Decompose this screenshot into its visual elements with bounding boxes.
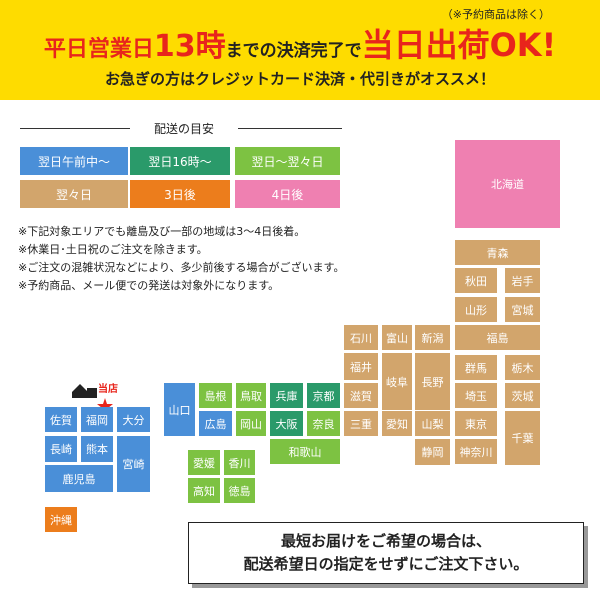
region: 宮城: [505, 297, 540, 322]
region: 北海道: [455, 140, 560, 228]
region: 群馬: [455, 355, 497, 380]
header-phrase: 当日出荷OK!: [361, 26, 557, 64]
region: 茨城: [505, 383, 540, 408]
region: 奈良: [307, 411, 340, 436]
note: ※休業日･土日祝のご注文を除きます。: [18, 243, 208, 256]
header-band: [0, 0, 600, 100]
region: 熊本: [81, 436, 113, 462]
region: 山口: [164, 383, 195, 436]
region: 富山: [382, 325, 412, 350]
region: 新潟: [415, 325, 450, 350]
region: 大分: [117, 407, 150, 432]
region: 愛媛: [188, 450, 220, 475]
note: ※ご注文の混雑状況などにより、多少前後する場合がございます。: [18, 261, 345, 274]
region: 東京: [455, 411, 497, 436]
region: 千葉: [505, 411, 540, 465]
legend-item: 翌々日: [20, 180, 128, 208]
header-phrase: 13時: [153, 29, 226, 64]
region: 滋賀: [344, 383, 378, 408]
region: 大阪: [270, 411, 303, 436]
shop-icon: [72, 384, 113, 414]
region: 愛知: [382, 411, 412, 436]
region: 岐阜: [382, 353, 412, 410]
region: 山梨: [415, 411, 450, 436]
rule: [238, 128, 342, 129]
region: 福井: [344, 353, 378, 380]
header-phrase: までの決済完了で: [225, 41, 362, 61]
region: 埼玉: [455, 383, 497, 408]
region: 佐賀: [45, 407, 77, 432]
shop-label: 当店: [98, 384, 118, 395]
region: 和歌山: [270, 439, 340, 464]
legend-item: 翌日〜翌々日: [235, 147, 340, 175]
region: 鹿児島: [45, 465, 113, 492]
region: 沖縄: [45, 507, 77, 532]
region: 神奈川: [455, 439, 497, 464]
region: 広島: [199, 411, 232, 436]
header-line2: お急ぎの方はクレジットカード決済・代引きがオススメ！: [104, 70, 495, 88]
rule: [20, 128, 130, 129]
note: ※下記対象エリアでも離島及び一部の地域は3〜4日後着。: [18, 225, 306, 238]
legend-item: 翌日午前中〜: [20, 147, 128, 175]
region: 岡山: [236, 411, 266, 436]
region: 三重: [344, 411, 378, 436]
region: 宮崎: [117, 436, 150, 492]
region: 鳥取: [236, 383, 266, 408]
region: 静岡: [415, 439, 450, 465]
note: ※予約商品、メール便での発送は対象外になります。: [18, 279, 280, 292]
region: 徳島: [224, 478, 255, 503]
region: 栃木: [505, 355, 540, 380]
legend-title: 配送の目安: [153, 122, 214, 136]
header-line1: 平日営業日 13時 までの決済完了で 当日出荷OK!: [0, 20, 600, 66]
region: 岩手: [505, 268, 540, 293]
region: 兵庫: [270, 383, 303, 408]
region: 香川: [224, 450, 255, 475]
legend-item: 3日後: [130, 180, 230, 208]
region: 高知: [188, 478, 220, 503]
region: 島根: [199, 383, 232, 408]
legend-item: 4日後: [235, 180, 340, 208]
region: 長野: [415, 353, 450, 410]
region: 青森: [455, 240, 540, 265]
header-phrase: 平日営業日: [43, 37, 154, 62]
region: 秋田: [455, 268, 497, 293]
region: 福岡: [81, 407, 113, 432]
region: 福島: [455, 325, 540, 350]
legend-item: 翌日16時〜: [130, 147, 230, 175]
region: 京都: [307, 383, 340, 408]
notice-line: 配送希望日の指定をせずにご注文下さい。: [243, 555, 529, 573]
region: 山形: [455, 297, 497, 322]
notice-box: 最短お届けをご希望の場合は、 配送希望日の指定をせずにご注文下さい。: [188, 522, 584, 584]
region: 石川: [344, 325, 378, 350]
notice-line: 最短お届けをご希望の場合は、: [280, 532, 491, 550]
region: 長崎: [45, 436, 77, 462]
header-note: （※予約商品は除く）: [441, 8, 550, 21]
